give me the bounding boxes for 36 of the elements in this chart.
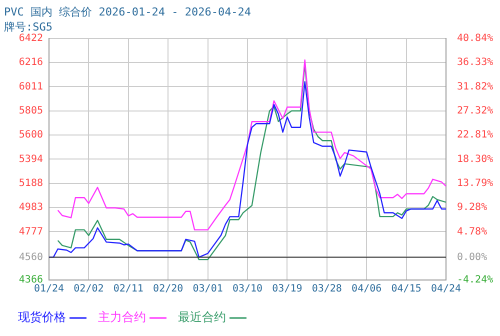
- x-tick-label: 02/11: [113, 284, 144, 295]
- y-tick-label: 5188: [18, 178, 43, 189]
- x-tick-label: 03/01: [192, 284, 223, 295]
- y2-tick-label: 4.78%: [457, 226, 488, 238]
- y-tick-label: 5394: [18, 154, 43, 165]
- chart-title: PVC 国内 综合价 2026-01-24 - 2026-04-24: [4, 5, 252, 18]
- x-tick-label: 01/24: [34, 284, 64, 295]
- y2-tick-label: 27.32%: [457, 105, 494, 116]
- y-tick-label: 6011: [18, 81, 43, 92]
- y2-tick-label: 0.00%: [457, 252, 488, 263]
- y-tick-label: 5600: [18, 130, 43, 141]
- chart-subtitle: 牌号:SG5: [4, 20, 52, 34]
- y-tick-label: 6422: [18, 32, 43, 44]
- y2-tick-label: 40.84%: [457, 32, 494, 44]
- y2-tick-label: 31.82%: [457, 81, 494, 92]
- legend-label: 最近合约: [178, 310, 226, 324]
- x-tick-label: 03/19: [272, 284, 302, 295]
- x-tick-label: 03/28: [312, 284, 342, 295]
- y2-tick-label: 13.79%: [457, 178, 494, 189]
- y2-tick-label: 9.28%: [457, 202, 488, 214]
- x-tick-label: 04/06: [352, 284, 382, 295]
- y2-tick-label: 36.33%: [457, 57, 494, 68]
- y-tick-label: 4983: [18, 202, 43, 214]
- legend-label: 主力合约: [98, 310, 146, 324]
- legend-label: 现货价格: [18, 310, 66, 324]
- y2-tick-label: 18.30%: [457, 154, 494, 165]
- y-tick-label: 4777: [18, 226, 43, 238]
- y-tick-label: 5805: [18, 105, 43, 116]
- y2-tick-label: 22.81%: [457, 130, 494, 141]
- x-tick-label: 02/02: [74, 284, 104, 295]
- x-tick-label: 02/20: [153, 284, 184, 295]
- x-tick-label: 04/15: [391, 284, 422, 295]
- x-tick-label: 04/24: [430, 284, 462, 295]
- y-tick-label: 4560: [18, 252, 43, 263]
- x-tick-label: 03/10: [232, 284, 263, 295]
- y-tick-label: 6216: [18, 57, 43, 68]
